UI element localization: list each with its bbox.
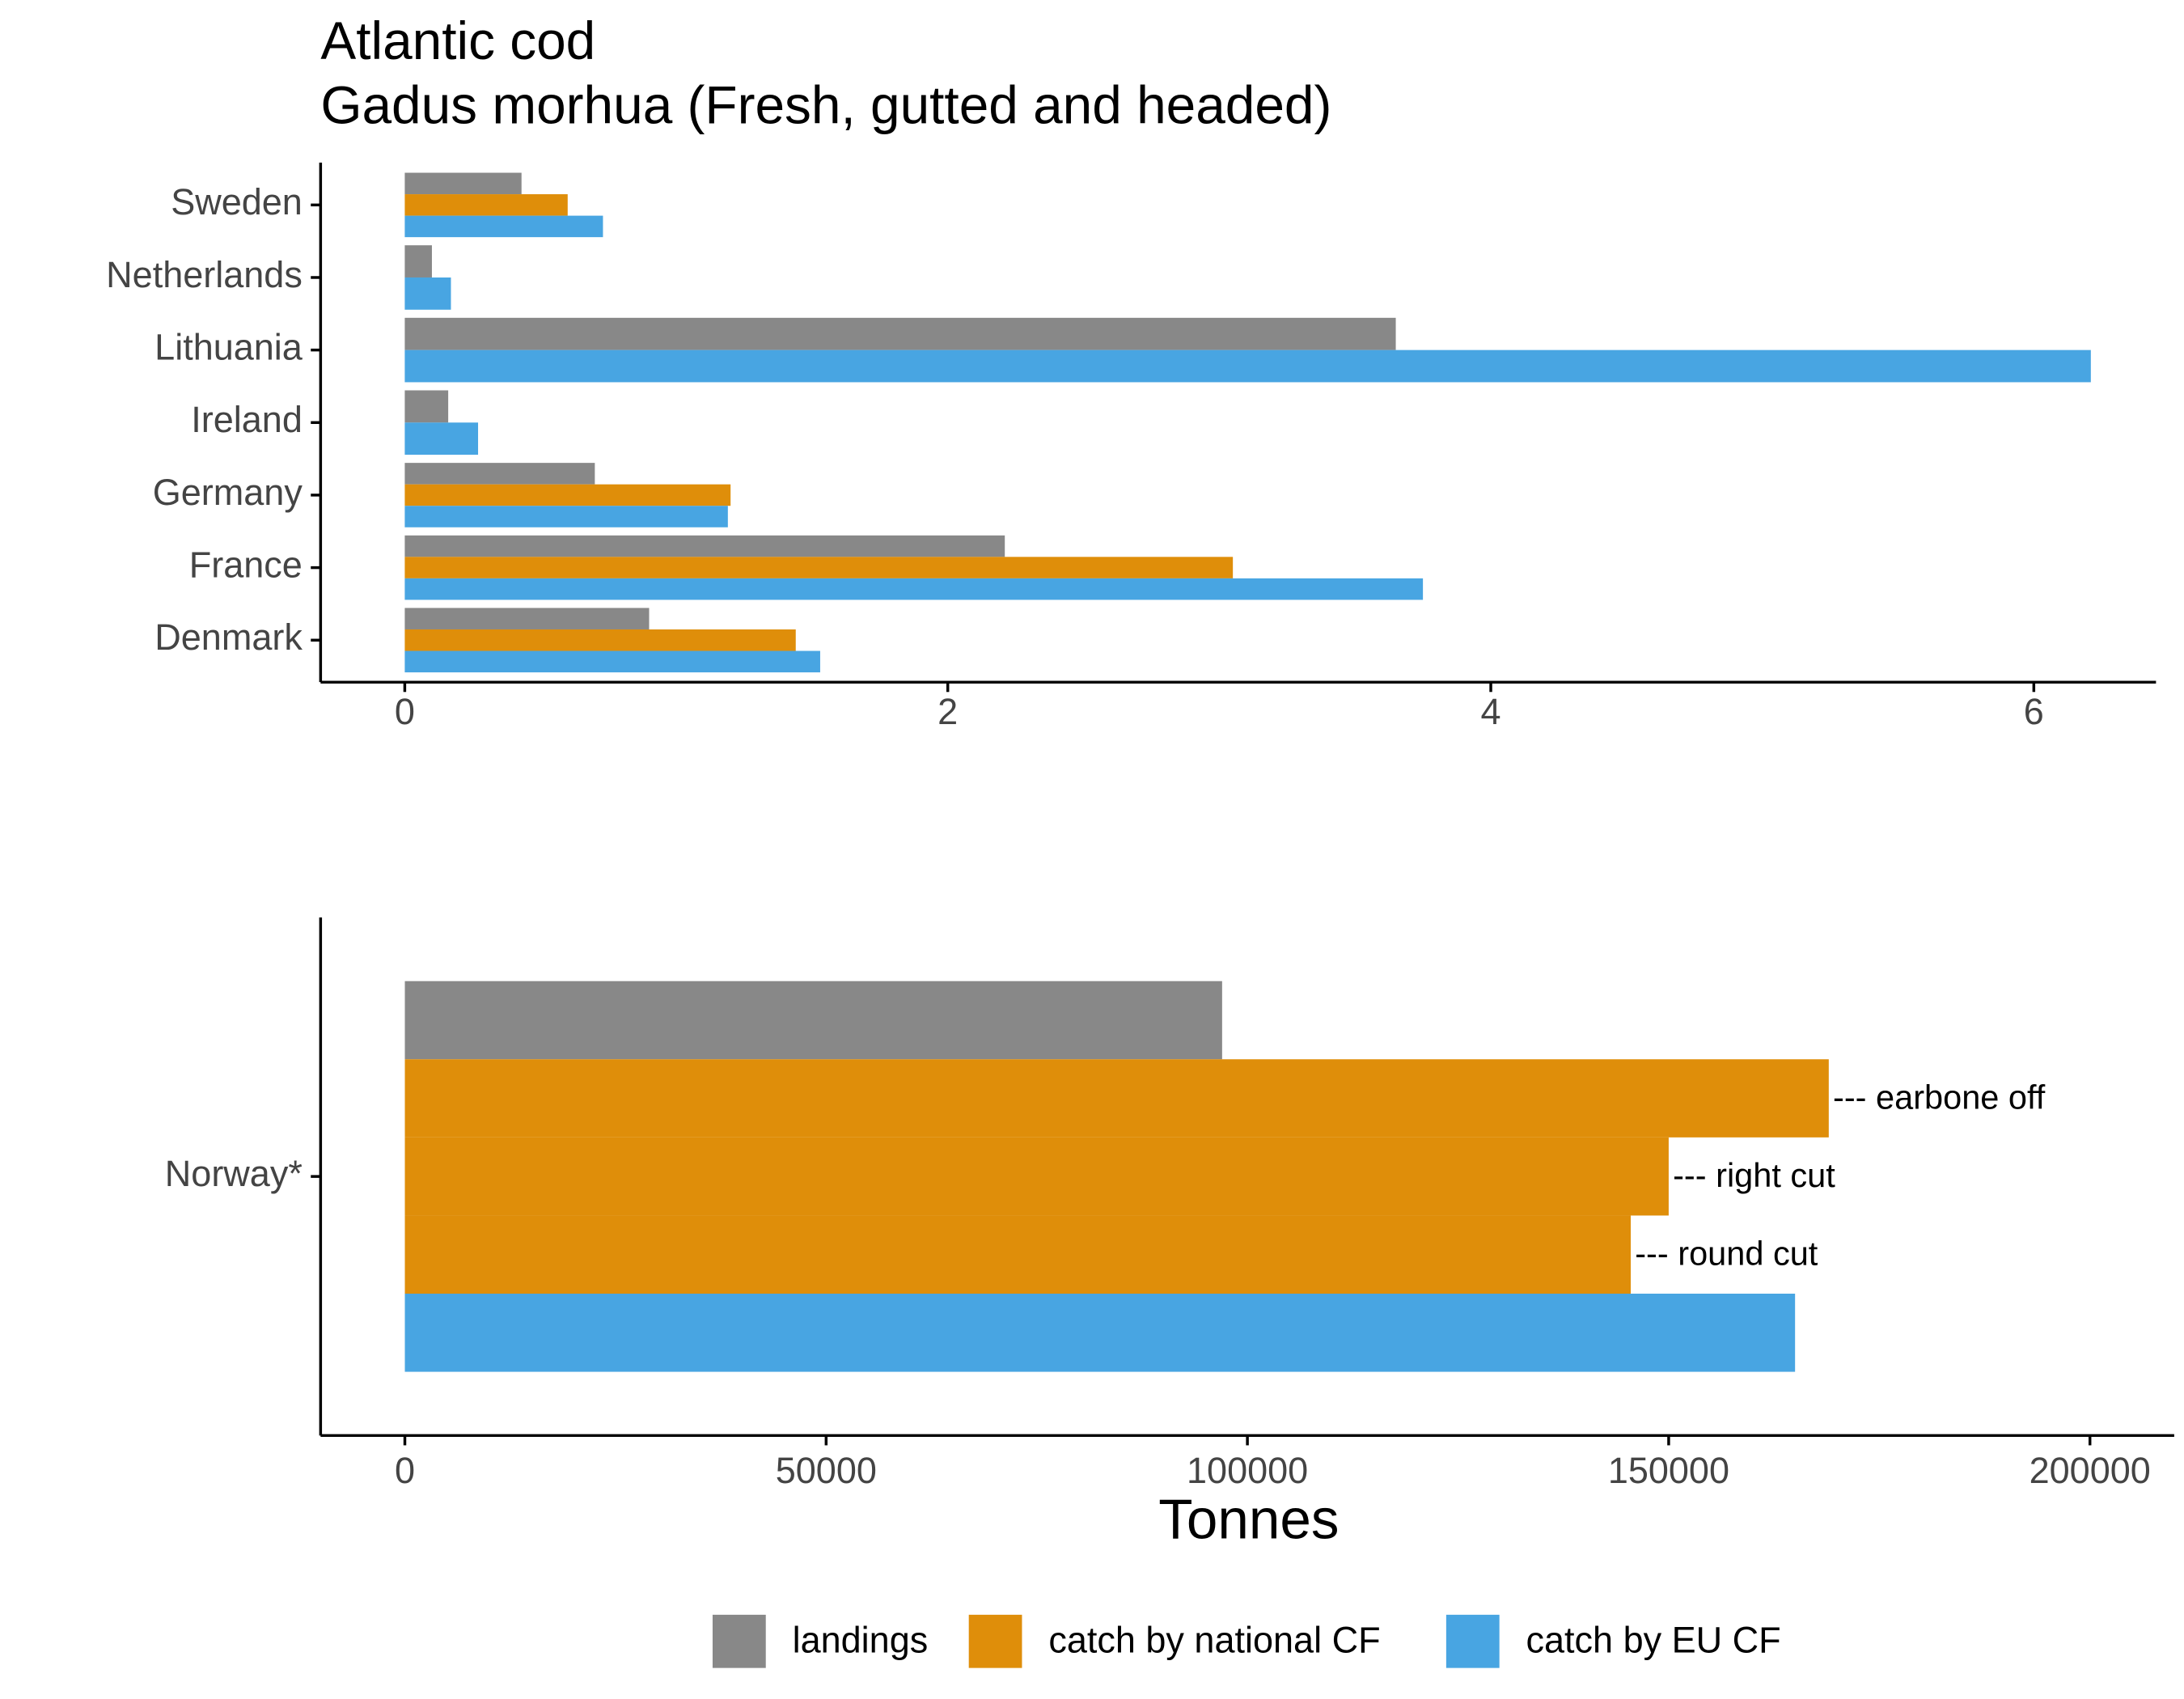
- chart-subtitle: Gadus morhua (Fresh, gutted and headed): [320, 75, 1331, 135]
- bar: [404, 629, 796, 651]
- bar: [404, 1059, 1829, 1138]
- legend-swatch: [1445, 1614, 1500, 1668]
- bar: [404, 277, 451, 310]
- y-tick-label: Sweden: [171, 181, 303, 222]
- y-tick-label: Ireland: [191, 399, 303, 440]
- bar: [404, 422, 479, 455]
- x-tick-label: 200000: [2030, 1450, 2151, 1491]
- bar: [404, 608, 650, 629]
- bar: [404, 194, 568, 216]
- bar: [404, 172, 522, 195]
- x-tick-label: 100000: [1187, 1450, 1308, 1491]
- x-tick-label: 6: [2024, 691, 2044, 732]
- x-tick-label: 0: [395, 1450, 415, 1491]
- bar: [404, 650, 820, 673]
- bar-annotation: --- round cut: [1635, 1234, 1818, 1272]
- x-tick-label: 50000: [776, 1450, 877, 1491]
- legend-label: landings: [793, 1619, 929, 1660]
- bar: [404, 535, 1005, 557]
- legend-swatch: [712, 1614, 766, 1668]
- legend-label: catch by EU CF: [1526, 1619, 1781, 1660]
- bar-annotation: --- right cut: [1673, 1156, 1835, 1194]
- bar: [404, 463, 595, 485]
- bar-annotation: --- earbone off: [1833, 1078, 2046, 1116]
- x-axis-title: Tonnes: [1158, 1488, 1339, 1551]
- legend-label: catch by national CF: [1048, 1619, 1380, 1660]
- bar: [404, 245, 432, 278]
- x-tick-label: 2: [938, 691, 958, 732]
- x-tick-label: 150000: [1608, 1450, 1729, 1491]
- legend-swatch: [968, 1614, 1022, 1668]
- y-tick-label: Norway*: [165, 1153, 303, 1194]
- y-tick-label: Lithuania: [154, 327, 303, 368]
- bar: [404, 1137, 1669, 1216]
- y-tick-label: Netherlands: [106, 254, 303, 295]
- bar: [404, 317, 1396, 350]
- bar: [404, 557, 1234, 578]
- bar: [404, 981, 1222, 1060]
- bar: [404, 1294, 1796, 1372]
- y-tick-label: Germany: [153, 472, 303, 513]
- bar: [404, 215, 603, 238]
- chart-title: Atlantic cod: [320, 11, 595, 70]
- bar: [404, 506, 728, 527]
- x-tick-label: 4: [1481, 691, 1501, 732]
- bar: [404, 390, 449, 423]
- bar: [404, 578, 1424, 600]
- y-tick-label: Denmark: [154, 616, 303, 658]
- bar: [404, 350, 2091, 383]
- bar: [404, 1215, 1632, 1294]
- y-tick-label: France: [189, 544, 303, 585]
- x-tick-label: 0: [395, 691, 415, 732]
- bar: [404, 484, 731, 506]
